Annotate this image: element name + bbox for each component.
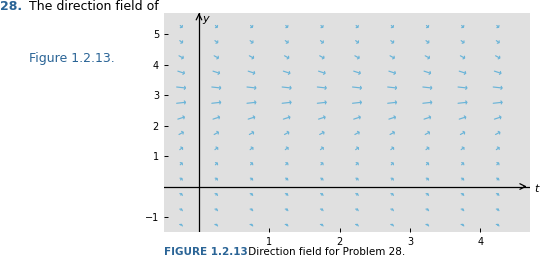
Text: 28.: 28.: [0, 0, 22, 13]
Text: t: t: [535, 184, 539, 194]
Text: Figure 1.2.13.: Figure 1.2.13.: [29, 52, 115, 65]
Text: The direction field of: The direction field of: [29, 0, 159, 13]
Text: Direction field for Problem 28.: Direction field for Problem 28.: [245, 247, 405, 257]
Text: y: y: [203, 14, 209, 25]
Text: FIGURE 1.2.13: FIGURE 1.2.13: [164, 247, 247, 257]
